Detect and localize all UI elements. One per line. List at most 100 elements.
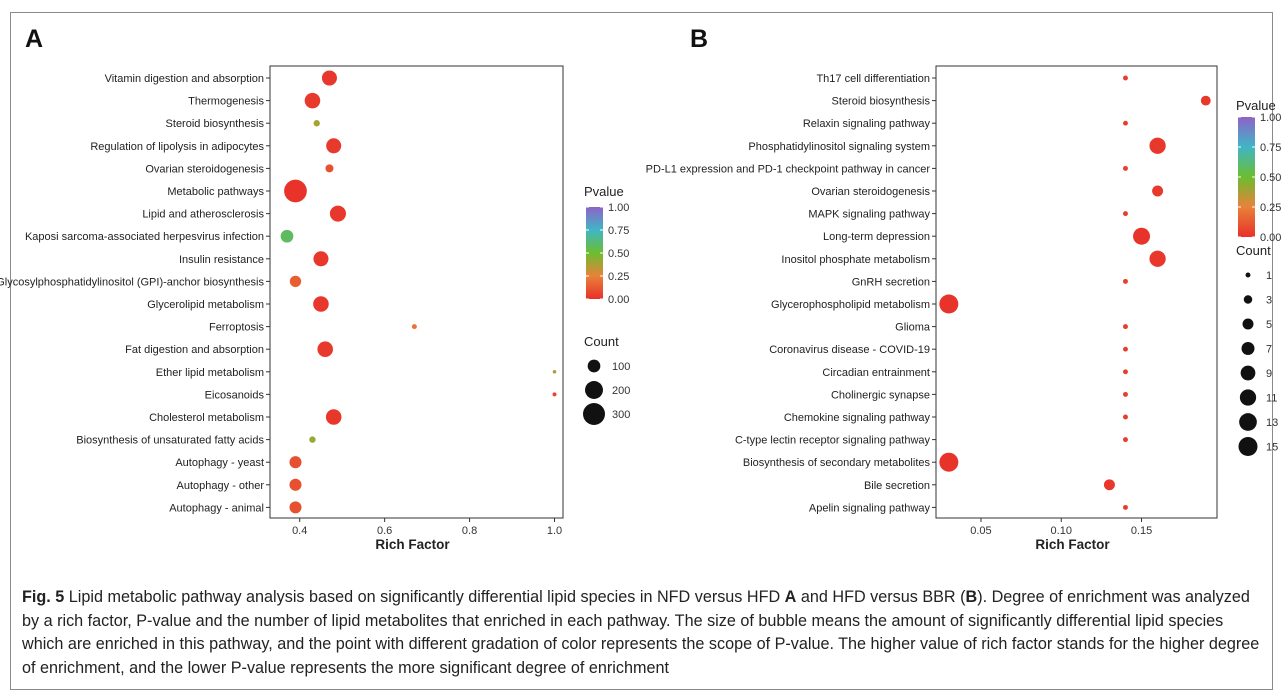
y-tick-label: Fat digestion and absorption (125, 344, 264, 356)
count-legend-label: 5 (1266, 319, 1272, 331)
y-tick-label: Eicosanoids (205, 389, 265, 401)
y-tick-label: Metabolic pathways (167, 186, 264, 198)
x-axis-label: Rich Factor (375, 537, 450, 552)
x-tick-label: 0.15 (1131, 525, 1152, 537)
y-tick-label: Apelin signaling pathway (809, 502, 931, 514)
figure-charts: A Vitamin digestion and absorption Thermog… (0, 25, 1281, 552)
count-legend-dot (1239, 389, 1257, 406)
count-legend-dot (587, 359, 601, 373)
y-tick-label: Autophagy - other (177, 480, 265, 492)
x-tick-label: 0.05 (970, 525, 991, 537)
y-tick-label: GnRH secretion (852, 276, 930, 288)
bubble (313, 296, 329, 312)
y-tick-label: Vitamin digestion and absorption (105, 73, 264, 85)
count-legend-label: 100 (612, 361, 630, 373)
figure-caption: Fig. 5 Lipid metabolic pathway analysis … (22, 586, 1262, 680)
count-legend-dot (1239, 413, 1257, 431)
count-legend-label: 15 (1266, 442, 1278, 454)
y-tick-label: Kaposi sarcoma-associated herpesvirus in… (25, 231, 264, 243)
y-tick-label: Th17 cell differentiation (816, 73, 930, 85)
count-legend-label: 7 (1266, 344, 1272, 356)
caption-bold-b: B (965, 588, 978, 606)
y-tick-label: Biosynthesis of secondary metabolites (743, 457, 931, 469)
count-legend-dot (585, 381, 603, 399)
caption-lead: Fig. 5 (22, 588, 65, 606)
y-tick-label: Coronavirus disease - COVID-19 (769, 344, 930, 356)
y-tick-label: Insulin resistance (179, 254, 264, 266)
bubble (329, 205, 346, 222)
y-tick-label: PD-L1 expression and PD-1 checkpoint pat… (646, 163, 931, 175)
bubble (1123, 369, 1128, 375)
y-tick-label: Glycerophospholipid metabolism (771, 299, 930, 311)
bubble (321, 70, 337, 86)
bubble (1123, 324, 1128, 330)
bubble (325, 164, 334, 173)
bubble (1133, 227, 1151, 245)
count-legend-label: 11 (1266, 393, 1277, 405)
colorbar-tick-label: 0.50 (1260, 172, 1281, 184)
pvalue-legend-title: Pvalue (1236, 98, 1276, 113)
plot-area (269, 65, 564, 519)
y-tick-label: Relaxin signaling pathway (803, 118, 931, 130)
bubble (1103, 479, 1115, 491)
x-tick-label: 0.10 (1051, 525, 1072, 537)
bubble (284, 179, 307, 203)
bubble (1123, 346, 1128, 352)
count-legend-dot (1242, 318, 1254, 330)
bubble (1123, 437, 1128, 443)
y-tick-label: MAPK signaling pathway (808, 209, 930, 221)
x-tick-label: 1.0 (547, 525, 562, 537)
y-tick-label: Regulation of lipolysis in adipocytes (90, 141, 264, 153)
bubble (304, 92, 321, 109)
count-legend-label: 200 (612, 385, 630, 397)
y-tick-label: Chemokine signaling pathway (784, 412, 931, 424)
bubble (280, 229, 294, 243)
y-tick-label: Autophagy - animal (169, 502, 264, 514)
bubble (289, 478, 302, 491)
pvalue-legend-title: Pvalue (584, 184, 624, 199)
bubble (1149, 250, 1166, 267)
y-tick-label: Ovarian steroidogenesis (811, 186, 930, 198)
count-legend-label: 9 (1266, 368, 1272, 380)
bubble (411, 324, 417, 330)
y-tick-label: Autophagy - yeast (175, 457, 264, 469)
y-tick-label: Lipid and atherosclerosis (142, 209, 264, 221)
pvalue-colorbar (586, 207, 603, 299)
bubble (289, 501, 302, 514)
y-tick-label: Glycosylphosphatidylinositol (GPI)-ancho… (0, 276, 264, 288)
x-tick-label: 0.4 (292, 525, 307, 537)
colorbar-tick-label: 0.25 (1260, 202, 1281, 214)
y-tick-label: Ovarian steroidogenesis (145, 163, 264, 175)
y-tick-label: Steroid biosynthesis (166, 118, 265, 130)
bubble (1200, 95, 1211, 106)
bubble (939, 452, 959, 472)
y-tick-label: Glycerolipid metabolism (147, 299, 264, 311)
y-tick-label: Inositol phosphate metabolism (781, 254, 930, 266)
bubble (313, 251, 329, 267)
colorbar-tick-label: 0.00 (1260, 232, 1281, 244)
bubble (552, 370, 557, 374)
count-legend-label: 1 (1266, 270, 1272, 282)
count-legend-label: 300 (612, 409, 630, 421)
y-tick-label: Ferroptosis (209, 322, 265, 334)
colorbar-tick-label: 0.50 (608, 248, 629, 260)
bubble (289, 275, 302, 288)
bubble (1123, 75, 1128, 81)
bubble (1123, 504, 1128, 510)
bubble (325, 409, 342, 425)
caption-text-3: ). Degree of enrichment was analyzed by … (22, 588, 1260, 677)
bubble (1123, 165, 1128, 171)
y-tick-label: Thermogenesis (188, 96, 264, 108)
bubble (1123, 414, 1128, 420)
bubble (1152, 185, 1164, 197)
colorbar-tick-label: 1.00 (608, 202, 629, 214)
y-tick-label: Long-term depression (823, 231, 930, 243)
bubble (1123, 278, 1128, 284)
bubble (939, 294, 959, 314)
count-legend-title: Count (584, 334, 619, 349)
panel-label: A (25, 25, 43, 53)
x-axis-label: Rich Factor (1035, 537, 1110, 552)
bubble (289, 456, 302, 469)
count-legend-dot (1241, 342, 1255, 355)
pvalue-colorbar (1238, 117, 1255, 237)
